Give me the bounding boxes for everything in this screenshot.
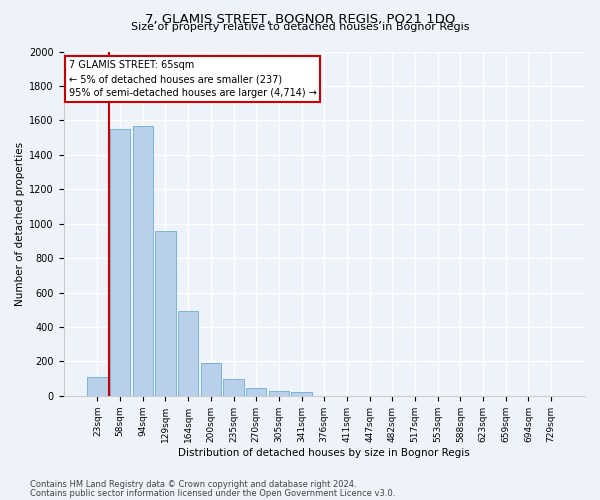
Bar (246, 388, 266, 396)
Text: 7 GLAMIS STREET: 65sqm
← 5% of detached houses are smaller (237)
95% of semi-det: 7 GLAMIS STREET: 65sqm ← 5% of detached … (69, 60, 317, 98)
Bar (269, 390, 289, 396)
Bar (223, 380, 244, 396)
Text: 7, GLAMIS STREET, BOGNOR REGIS, PO21 1DQ: 7, GLAMIS STREET, BOGNOR REGIS, PO21 1DQ (145, 12, 455, 26)
Y-axis label: Number of detached properties: Number of detached properties (15, 142, 25, 306)
Bar (292, 392, 312, 396)
Text: Contains HM Land Registry data © Crown copyright and database right 2024.: Contains HM Land Registry data © Crown c… (30, 480, 356, 489)
Text: Contains public sector information licensed under the Open Government Licence v3: Contains public sector information licen… (30, 488, 395, 498)
Bar (87, 377, 107, 396)
Bar (133, 126, 153, 396)
Text: Size of property relative to detached houses in Bognor Regis: Size of property relative to detached ho… (131, 22, 469, 32)
X-axis label: Distribution of detached houses by size in Bognor Regis: Distribution of detached houses by size … (178, 448, 470, 458)
Bar (110, 129, 130, 396)
Bar (200, 363, 221, 396)
Bar (178, 312, 199, 396)
Bar (155, 232, 176, 396)
